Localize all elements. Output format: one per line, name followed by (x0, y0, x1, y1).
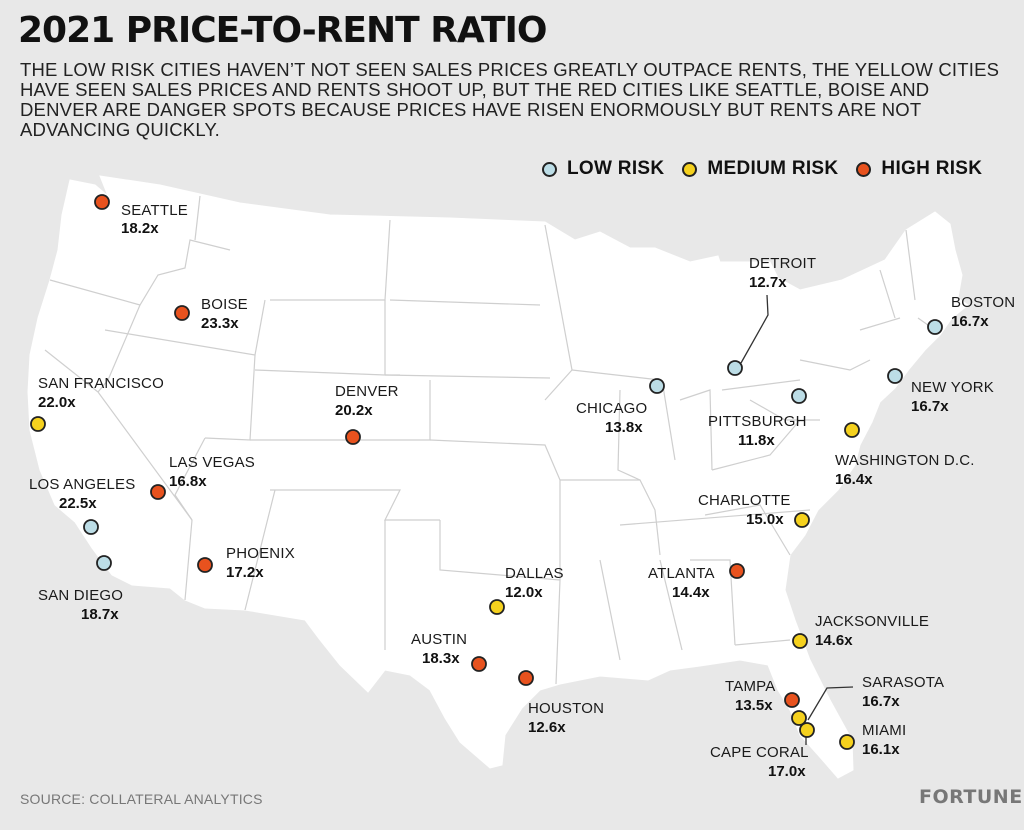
city-marker-detroit (727, 360, 743, 376)
city-ratio-denver: 20.2x (335, 402, 373, 419)
city-ratio-austin: 18.3x (422, 650, 460, 667)
legend-label-high: HIGH RISK (881, 158, 983, 179)
city-ratio-san-diego: 18.7x (81, 606, 119, 623)
city-label-phoenix: PHOENIX (226, 545, 295, 562)
low-risk-marker-icon (542, 161, 557, 177)
city-ratio-washington-dc: 16.4x (835, 471, 873, 488)
city-label-pittsburgh: PITTSBURGH (708, 413, 807, 430)
subtitle: THE LOW RISK CITIES HAVEN’T NOT SEEN SAL… (20, 59, 1000, 140)
city-marker-miami (839, 734, 855, 750)
city-label-charlotte: CHARLOTTE (698, 492, 791, 509)
city-label-atlanta: ATLANTA (648, 565, 715, 582)
city-marker-boston (927, 319, 943, 335)
city-ratio-dallas: 12.0x (505, 584, 543, 601)
city-label-washington-dc: WASHINGTON D.C. (835, 452, 975, 469)
city-marker-tampa (784, 692, 800, 708)
city-marker-washington-d-c (844, 422, 860, 438)
fortune-logo: FORTUNE (919, 786, 1023, 808)
city-ratio-boise: 23.3x (201, 315, 239, 332)
city-marker-pittsburgh (791, 388, 807, 404)
city-marker-san-francisco (30, 416, 46, 432)
city-ratio-jacksonville: 14.6x (815, 632, 853, 649)
city-ratio-charlotte: 15.0x (746, 511, 784, 528)
city-label-sarasota: SARASOTA (862, 674, 944, 691)
city-ratio-boston: 16.7x (951, 313, 989, 330)
legend-item-medium: MEDIUM RISK (682, 158, 838, 180)
legend-label-low: LOW RISK (567, 158, 665, 179)
city-marker-chicago (649, 378, 665, 394)
city-marker-sarasota (791, 710, 807, 726)
city-ratio-tampa: 13.5x (735, 697, 773, 714)
city-ratio-sarasota: 16.7x (862, 693, 900, 710)
city-label-chicago: CHICAGO (576, 400, 647, 417)
city-marker-las-vegas (150, 484, 166, 500)
city-label-dallas: DALLAS (505, 565, 564, 582)
city-label-detroit: DETROIT (749, 255, 816, 272)
legend-item-high: HIGH RISK (856, 158, 982, 180)
city-ratio-seattle: 18.2x (121, 220, 159, 237)
city-label-jacksonville: JACKSONVILLE (815, 613, 929, 630)
city-marker-dallas (489, 599, 505, 615)
city-label-boston: BOSTON (951, 294, 1015, 311)
city-label-denver: DENVER (335, 383, 399, 400)
city-markers (30, 194, 943, 750)
city-label-houston: HOUSTON (528, 700, 604, 717)
city-label-austin: AUSTIN (411, 631, 467, 648)
medium-risk-marker-icon (682, 161, 698, 177)
city-marker-jacksonville (792, 633, 808, 649)
city-ratio-los-angeles: 22.5x (59, 495, 97, 512)
city-marker-houston (518, 670, 534, 686)
city-marker-charlotte (794, 512, 810, 528)
city-label-miami: MIAMI (862, 722, 906, 739)
city-marker-phoenix (197, 557, 213, 573)
city-ratio-atlanta: 14.4x (672, 584, 710, 601)
city-ratio-san-francisco: 22.0x (38, 394, 76, 411)
city-marker-denver (345, 429, 361, 445)
city-label-seattle: SEATTLE (121, 202, 188, 219)
city-ratio-miami: 16.1x (862, 741, 900, 758)
city-marker-cape-coral (799, 722, 815, 738)
state-borders (44, 195, 936, 685)
high-risk-marker-icon (856, 161, 872, 177)
city-label-san-francisco: SAN FRANCISCO (38, 375, 164, 392)
city-marker-los-angeles (83, 519, 99, 535)
city-label-las-vegas: LAS VEGAS (169, 454, 255, 471)
detroit-leader-line (740, 294, 769, 364)
city-label-boise: BOISE (201, 296, 248, 313)
city-labels: SEATTLE 18.2x BOISE 23.3x SAN FRANCISCO … (29, 202, 1015, 780)
city-label-tampa: TAMPA (725, 678, 775, 695)
city-marker-boise (174, 305, 190, 321)
legend-label-medium: MEDIUM RISK (707, 158, 839, 179)
city-ratio-chicago: 13.8x (605, 419, 643, 436)
city-ratio-cape-coral: 17.0x (768, 763, 806, 780)
city-ratio-houston: 12.6x (528, 719, 566, 736)
city-label-los-angeles: LOS ANGELES (29, 476, 135, 493)
page-title: 2021 PRICE-TO-RENT RATIO (18, 10, 548, 51)
city-marker-san-diego (96, 555, 112, 571)
city-marker-atlanta (729, 563, 745, 579)
sarasota-leader-line (807, 686, 854, 721)
city-marker-austin (471, 656, 487, 672)
city-ratio-pittsburgh: 11.8x (738, 432, 775, 449)
source-note: SOURCE: COLLATERAL ANALYTICS (20, 791, 263, 807)
city-marker-new-york (887, 368, 903, 384)
city-marker-seattle (94, 194, 110, 210)
city-label-new-york: NEW YORK (911, 379, 994, 396)
city-ratio-detroit: 12.7x (749, 274, 787, 291)
legend-item-low: LOW RISK (542, 158, 664, 180)
city-label-san-diego: SAN DIEGO (38, 587, 123, 604)
city-ratio-new-york: 16.7x (911, 398, 949, 415)
city-ratio-phoenix: 17.2x (226, 564, 264, 581)
legend: LOW RISK MEDIUM RISK HIGH RISK (542, 158, 992, 180)
city-label-cape-coral: CAPE CORAL (710, 744, 809, 761)
city-ratio-las-vegas: 16.8x (169, 473, 207, 490)
